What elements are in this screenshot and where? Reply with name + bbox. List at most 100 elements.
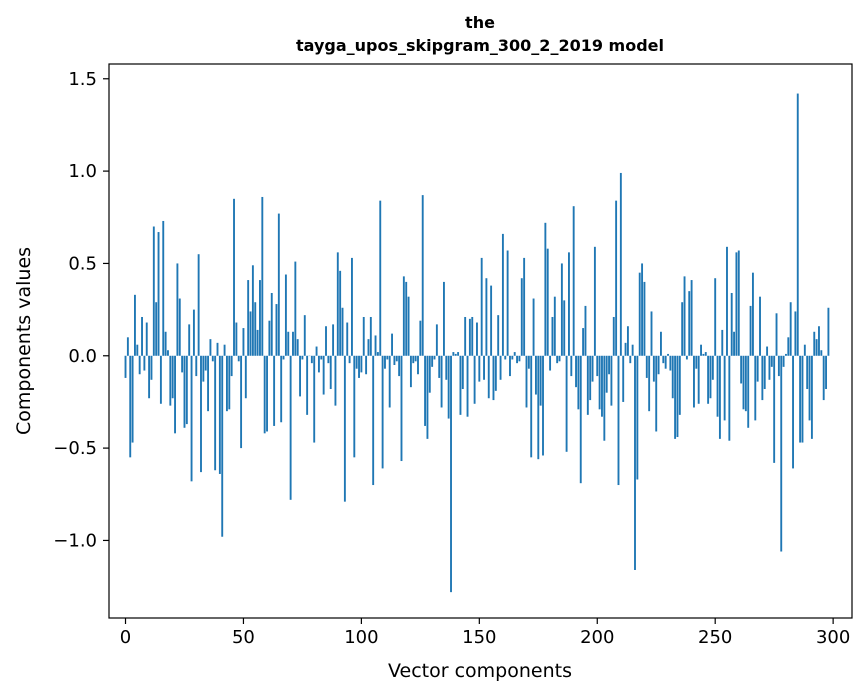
bar-10 [148,355,151,399]
bar-49 [240,355,243,449]
bar-176 [539,355,542,406]
bar-191 [575,355,577,388]
bar-251 [716,355,719,417]
bar-124 [417,355,419,375]
bar-290 [808,355,811,421]
bar-38 [214,355,217,471]
bar-45 [230,355,233,377]
bar-257 [730,292,733,356]
bar-218 [638,272,641,356]
bar-289 [806,355,809,390]
bar-201 [598,355,601,410]
bar-131 [433,355,436,360]
bar-228 [662,355,665,364]
bar-227 [660,331,662,356]
bar-102 [365,355,368,375]
bar-275 [773,355,776,463]
bar-179 [546,248,549,356]
bar-207 [612,316,615,356]
bar-137 [447,355,450,419]
bar-127 [424,355,427,426]
bar-271 [763,355,766,390]
bar-192 [577,355,580,410]
bar-42 [223,344,226,356]
bar-93 [343,355,346,502]
bar-186 [563,300,566,356]
bar-9 [145,322,148,356]
bar-266 [751,272,754,356]
bar-156 [492,355,495,401]
bar-252 [718,355,721,439]
y-tick-label: −1.0 [53,530,97,551]
bar-135 [443,281,445,356]
bar-70 [289,355,292,500]
bar-136 [445,355,448,380]
bar-219 [641,263,644,356]
bar-145 [466,355,469,417]
bar-171 [527,355,530,369]
bar-112 [388,355,391,408]
bar-187 [565,355,568,452]
bar-29 [192,309,195,356]
bar-48 [237,355,240,362]
bar-101 [362,316,365,356]
bar-106 [374,335,377,356]
bar-96 [351,257,353,356]
bar-284 [794,311,797,356]
chart-title-line-2: tayga_upos_skipgram_300_2_2019 model [296,36,664,55]
bar-152 [483,355,485,380]
bar-198 [591,355,594,382]
y-tick-label: 1.0 [68,161,97,182]
bar-40 [218,355,221,474]
bar-258 [733,331,736,356]
bar-283 [792,355,794,469]
bar-216 [634,355,636,570]
bar-113 [391,333,393,356]
bar-210 [619,172,622,356]
bar-148 [473,355,476,404]
bar-54 [251,265,254,356]
bar-132 [435,324,438,356]
bar-280 [785,353,787,356]
bar-115 [395,355,398,362]
bar-153 [485,278,488,356]
bar-163 [509,355,511,377]
bar-268 [756,355,759,382]
x-tick-label: 300 [816,627,850,648]
bar-166 [516,355,519,364]
bar-236 [681,302,684,356]
bar-146 [468,318,471,356]
bar-259 [735,252,738,356]
bar-235 [678,355,681,415]
bar-278 [780,355,783,552]
bar-32 [200,355,202,473]
bar-239 [688,291,691,356]
bar-23 [178,298,181,356]
bar-168 [520,278,523,356]
bar-83 [320,355,323,360]
bar-214 [629,355,632,364]
bar-165 [513,352,516,356]
bar-189 [570,355,573,377]
bar-282 [789,302,792,356]
bar-66 [280,355,283,423]
bar-90 [336,252,339,356]
bar-80 [313,355,316,443]
bar-203 [603,355,606,441]
bar-159 [499,355,502,380]
bar-250 [714,278,717,356]
bar-30 [195,355,198,377]
y-tick-label: 0.0 [68,346,97,367]
bar-232 [671,355,674,399]
bar-285 [796,93,799,356]
bar-178 [544,222,547,356]
bar-50 [242,328,245,356]
bar-242 [695,355,698,369]
bar-51 [244,355,247,399]
x-tick-label: 100 [344,627,378,648]
x-tick-label: 150 [462,627,496,648]
bar-291 [810,355,813,439]
bar-5 [136,344,139,356]
bar-26 [185,355,188,425]
bar-22 [176,263,179,356]
